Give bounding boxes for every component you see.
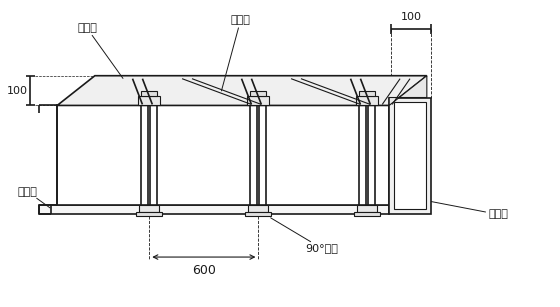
Bar	[354, 212, 380, 216]
Text: 侧面板: 侧面板	[423, 200, 508, 220]
Polygon shape	[389, 76, 427, 105]
Text: 捆扎带: 捆扎带	[221, 15, 250, 91]
Bar	[357, 204, 377, 212]
Text: 顶面板: 顶面板	[77, 23, 123, 78]
Bar	[394, 103, 426, 209]
Text: 底面板: 底面板	[17, 187, 50, 208]
Text: 90°护角: 90°护角	[270, 218, 338, 253]
Bar	[245, 212, 271, 216]
Bar	[249, 204, 268, 212]
Bar	[57, 105, 389, 204]
Text: 100: 100	[400, 12, 422, 22]
Bar	[357, 95, 378, 105]
Bar	[138, 95, 160, 105]
Text: 100: 100	[7, 86, 27, 95]
Bar	[360, 91, 375, 95]
Bar	[250, 91, 267, 95]
Bar	[137, 212, 162, 216]
Bar	[139, 204, 159, 212]
Text: 600: 600	[192, 264, 216, 277]
Polygon shape	[57, 76, 427, 105]
Bar	[142, 91, 157, 95]
Bar	[389, 98, 431, 215]
Bar	[39, 204, 389, 215]
Bar	[248, 95, 269, 105]
